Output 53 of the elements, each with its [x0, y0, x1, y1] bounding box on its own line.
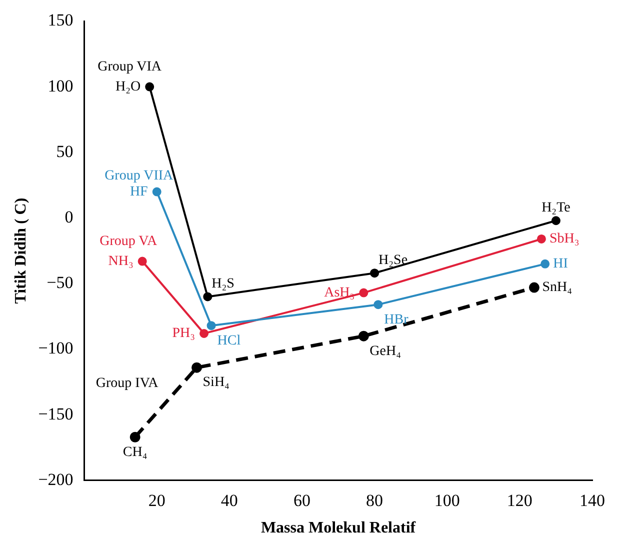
annotation: SnH₄ — [542, 280, 572, 296]
point — [374, 300, 383, 310]
point — [551, 216, 560, 226]
annotation: PH₃ — [172, 326, 196, 342]
x-axis-title: Massa Molekul Relatif — [260, 520, 416, 537]
annotation: HCl — [217, 333, 241, 348]
point — [145, 82, 154, 92]
annotation: CH₄ — [122, 444, 148, 460]
point — [370, 268, 380, 278]
annotation: H₂S — [212, 276, 234, 292]
y-tick-label: −150 — [38, 404, 74, 424]
y-tick-label: −200 — [38, 470, 74, 489]
point — [203, 292, 212, 302]
x-tick-label: 80 — [366, 491, 384, 510]
point — [528, 282, 540, 293]
point — [540, 259, 550, 268]
y-tick-label: 50 — [56, 142, 74, 161]
annotation: AsH₃ — [324, 285, 355, 300]
y-tick-label: 0 — [64, 207, 74, 226]
annotation: HI — [553, 256, 568, 272]
point — [130, 432, 140, 442]
point — [359, 288, 368, 298]
point — [536, 234, 546, 244]
annotation: H₂Te — [542, 200, 570, 216]
annotation: H₂O — [115, 79, 141, 94]
annotation: SiH₄ — [202, 375, 230, 390]
point — [206, 321, 216, 330]
annotation: GeH₄ — [370, 344, 402, 359]
annotation: HBr — [384, 312, 409, 328]
x-tick-label: 20 — [148, 491, 166, 510]
annotation: NH₃ — [108, 254, 134, 269]
series-label: Group VIA — [98, 59, 162, 74]
x-tick-label: 140 — [580, 491, 605, 510]
y-tick-label: 100 — [48, 76, 74, 96]
annotation: HF — [130, 184, 148, 200]
annotation: SbH₃ — [549, 232, 580, 247]
y-axis-title: Titik Didih ( C) — [12, 198, 30, 304]
point — [358, 330, 369, 342]
y-tick-label: 150 — [48, 10, 74, 30]
point — [192, 362, 202, 373]
y-tick-label: −50 — [46, 273, 74, 292]
series-label: Group VIIA — [104, 168, 174, 184]
x-tick-label: 40 — [220, 491, 238, 510]
x-tick-label: 100 — [434, 491, 460, 510]
series-label: Group IVA — [96, 376, 160, 391]
annotation: H₂Se — [378, 252, 408, 268]
x-tick-label: 60 — [293, 491, 310, 510]
series-label: Group VA — [100, 234, 158, 249]
point — [200, 328, 209, 338]
y-tick-label: −100 — [38, 338, 74, 358]
x-tick-label: 120 — [506, 491, 532, 510]
point — [138, 256, 147, 266]
point — [152, 187, 162, 196]
